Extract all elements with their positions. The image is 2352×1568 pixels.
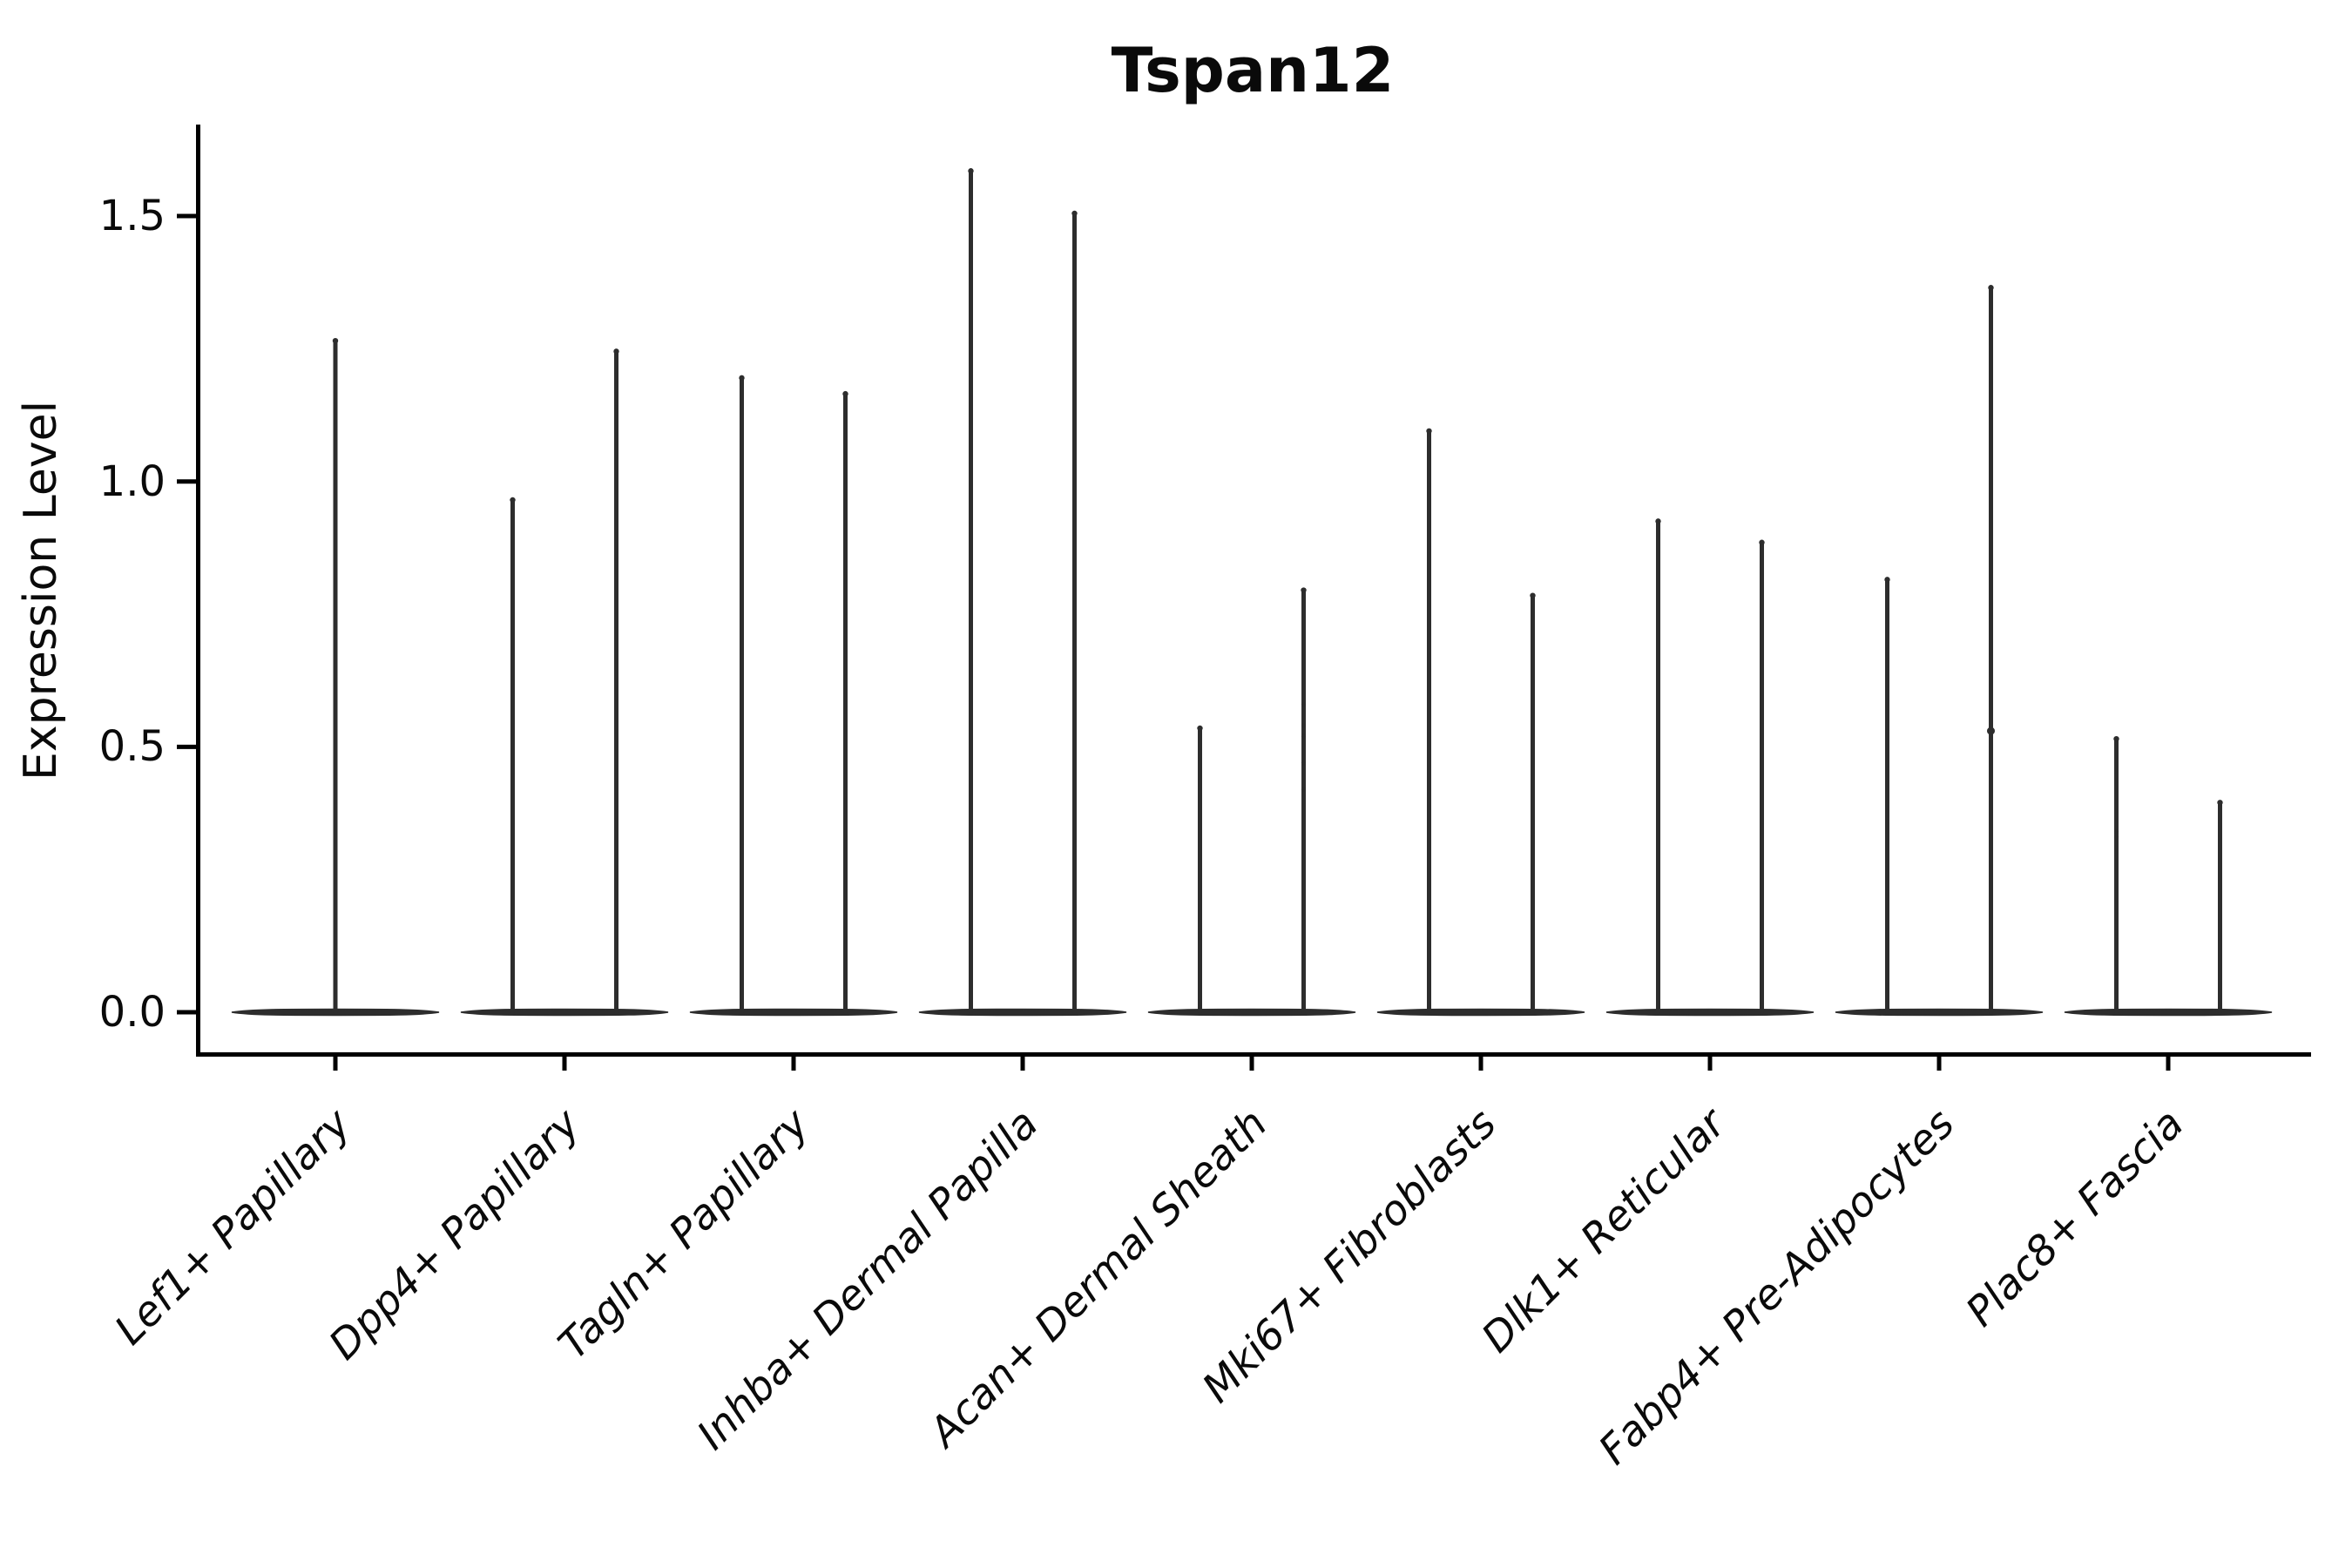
jitter-point [1301, 723, 1307, 728]
jitter-point [2113, 835, 2119, 840]
x-tick-label-tagln-papillary: Tagln+ Papillary [550, 1099, 820, 1369]
x-tick-label-lef1-papillary: Lef1+ Papillary [105, 1099, 361, 1355]
x-tick-label-plac8-fascia: Plac8+ Fascia [1957, 1100, 2193, 1336]
jitter-point [1301, 702, 1307, 707]
jitter-point [1301, 733, 1307, 739]
violin-max-point [2217, 800, 2223, 806]
violin-max-point [1426, 428, 1432, 434]
jitter-point [1301, 760, 1307, 766]
violin-max-point [1759, 539, 1765, 545]
y-tick-label-1: 0.5 [99, 722, 166, 771]
violin-base [1147, 1008, 1356, 1017]
violin-base [460, 1008, 669, 1017]
violin-max-point [1071, 210, 1078, 217]
violin-max-point [1884, 577, 1890, 583]
y-tick-label-0: 0.0 [99, 988, 166, 1037]
y-axis-label: Expression Level [15, 401, 67, 781]
jitter-point [1987, 727, 1995, 735]
jitter-point [2113, 829, 2119, 835]
violin-base [1376, 1008, 1585, 1017]
violin-base [1605, 1008, 1815, 1017]
violin-max-point [1530, 592, 1536, 598]
violin-max-point [332, 337, 339, 344]
x-tick-label-dlk1-reticular: Dlk1+ Reticular [1473, 1098, 1737, 1362]
chart-title: Tspan12 [1112, 35, 1395, 106]
y-tick-label-3: 1.5 [99, 192, 166, 240]
violin-base [2064, 1008, 2273, 1017]
violin-max-point [842, 390, 848, 397]
violin-max-point [2113, 735, 2119, 742]
violin-max-point [1197, 725, 1203, 732]
x-tick-label-dpp4-papillary: Dpp4+ Papillary [320, 1099, 590, 1369]
violin-base [1835, 1008, 2044, 1017]
violin-max-point [1301, 587, 1307, 593]
violin-max-point [613, 348, 619, 355]
y-tick-label-2: 1.0 [99, 457, 166, 506]
violin-max-point [1988, 285, 1994, 291]
violin-max-point [968, 168, 974, 174]
plot-marks [177, 168, 2273, 1071]
violin-max-point [1655, 518, 1661, 524]
jitter-point [1301, 787, 1307, 792]
violin-base [918, 1008, 1127, 1017]
violin-max-point [510, 497, 516, 504]
violin-max-point [739, 375, 745, 382]
violin-base [689, 1008, 898, 1017]
